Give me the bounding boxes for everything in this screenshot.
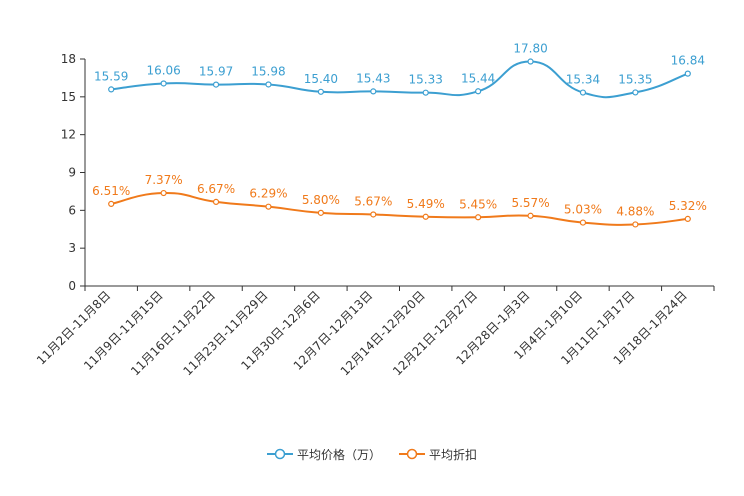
legend: 平均价格（万） 平均折扣: [0, 444, 744, 464]
data-label: 15.34: [566, 73, 600, 87]
data-point: [475, 88, 482, 95]
data-point: [579, 219, 587, 226]
data-label: 5.49%: [407, 197, 445, 211]
data-label: 15.43: [356, 71, 390, 85]
data-label: 6.51%: [92, 184, 130, 198]
data-label: 5.67%: [354, 194, 392, 208]
legend-item-price[interactable]: 平均价格（万）: [266, 446, 381, 463]
series-line: [111, 60, 689, 99]
data-point: [370, 88, 377, 95]
data-label: 15.44: [461, 71, 495, 85]
series-price: 15.59 16.06 15.97 15.98 15.40 15.43 15.33 15.44…: [94, 42, 705, 99]
data-point: [370, 211, 377, 218]
data-point: [579, 89, 587, 96]
data-point: [684, 70, 691, 77]
data-label: 17.80: [513, 42, 547, 56]
data-label: 16.06: [146, 63, 180, 77]
data-label: 15.59: [94, 69, 128, 83]
legend-discount-marker-icon: [399, 448, 425, 460]
data-label: 5.80%: [302, 193, 340, 207]
y-tick-label: 9: [68, 166, 76, 180]
data-point: [317, 88, 324, 95]
data-point: [212, 198, 220, 205]
series-layer: 15.59 16.06 15.97 15.98 15.40 15.43 15.33 15.44…: [92, 42, 707, 228]
data-point: [684, 215, 691, 223]
series-line: [111, 192, 688, 226]
data-point: [527, 58, 534, 65]
data-label: 15.97: [199, 65, 233, 79]
data-label: 5.45%: [459, 197, 497, 211]
data-label: 5.03%: [564, 203, 602, 217]
data-point: [422, 213, 429, 220]
data-label: 7.37%: [145, 173, 183, 187]
data-point: [108, 200, 115, 208]
y-tick-label: 0: [68, 279, 76, 293]
data-point: [632, 89, 639, 96]
legend-item-discount[interactable]: 平均折扣: [399, 446, 477, 463]
y-tick-label: 12: [61, 128, 76, 142]
data-label: 15.33: [409, 73, 443, 87]
y-tick-label: 3: [68, 241, 76, 255]
legend-price-label: 平均价格（万）: [296, 447, 381, 462]
data-label: 5.32%: [669, 199, 707, 213]
data-point: [475, 214, 482, 221]
data-point: [160, 80, 167, 87]
data-point: [422, 89, 429, 96]
y-tick-label: 18: [61, 52, 76, 66]
y-tick-label: 15: [61, 90, 76, 104]
data-point: [265, 203, 272, 210]
y-tick-label: 6: [68, 203, 76, 217]
data-point: [160, 189, 167, 197]
data-point: [317, 209, 324, 216]
data-label: 16.84: [671, 54, 705, 68]
data-label: 5.57%: [511, 196, 549, 210]
data-point: [527, 212, 534, 219]
data-label: 15.98: [251, 64, 285, 78]
legend-discount-circle: [406, 448, 418, 460]
data-point: [212, 81, 220, 88]
data-point: [108, 86, 115, 93]
series-discount: 6.51% 7.37% 6.67% 6.29% 5.80% 5.67% 5.49% 5.45%…: [92, 173, 707, 228]
data-point: [265, 81, 272, 88]
data-point: [632, 221, 639, 228]
legend-discount-label: 平均折扣: [429, 447, 478, 462]
data-label: 15.35: [618, 72, 652, 86]
legend-price-marker-icon: [266, 448, 293, 460]
data-label: 6.29%: [249, 187, 287, 201]
data-label: 4.88%: [616, 204, 654, 218]
legend-price-circle: [274, 448, 286, 460]
data-label: 6.67%: [197, 182, 235, 196]
data-label: 15.40: [304, 72, 338, 86]
